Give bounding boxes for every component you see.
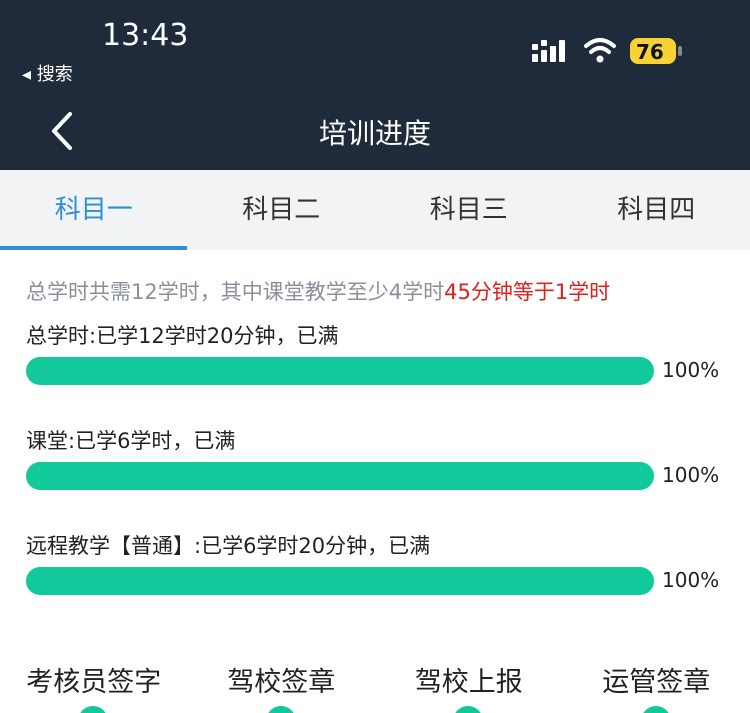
progress-label: 总学时:已学12学时20分钟，已满 <box>26 324 339 348</box>
progress-percent: 100% <box>662 568 720 592</box>
progress-track <box>26 567 654 595</box>
signature-label: 驾校上报 <box>414 667 523 698</box>
progress-fill <box>26 357 654 385</box>
tab-bar: 科目一 科目二 科目三 科目四 <box>0 170 750 250</box>
signature-icon[interactable] <box>453 706 483 713</box>
signature-label: 考核员签字 <box>26 667 162 698</box>
back-app-label: 搜索 <box>36 64 73 85</box>
signature-icon[interactable] <box>265 706 296 713</box>
signature-icon[interactable] <box>640 706 671 713</box>
battery-tip <box>678 46 682 56</box>
tab[interactable]: 科目三 <box>429 195 508 225</box>
progress-percent: 100% <box>662 463 720 487</box>
signal <box>532 40 565 62</box>
progress-label: 远程教学【普通】:已学6学时20分钟，已满 <box>26 534 431 558</box>
battery <box>630 38 676 64</box>
signature-icon[interactable] <box>78 706 108 713</box>
wifi-dot <box>596 55 604 63</box>
back-button[interactable] <box>46 110 76 152</box>
progress-track <box>26 462 654 490</box>
progress-fill <box>26 462 654 490</box>
tab[interactable]: 科目二 <box>242 195 321 225</box>
signature-label: 驾校签章 <box>227 667 336 698</box>
info-text: 总学时共需12学时，其中课堂教学至少4学时 <box>26 280 445 304</box>
page-title: 培训进度 <box>318 117 431 150</box>
progress-track <box>26 357 654 385</box>
progress-fill <box>26 567 654 595</box>
progress-label: 课堂:已学6学时，已满 <box>26 429 236 453</box>
wifi <box>584 38 616 54</box>
battery-level: 76 <box>636 40 664 64</box>
info-highlight: 45分钟等于1学时 <box>444 280 611 304</box>
tab[interactable]: 科目四 <box>617 195 696 225</box>
info-line: 总学时共需12学时，其中课堂教学至少4学时45分钟等于1学时 <box>26 276 610 306</box>
header: 13:43 ◂ 搜索 76 培训进度 <box>0 0 750 170</box>
back-to-app[interactable]: ◂ 搜索 <box>22 64 73 85</box>
tab[interactable]: 科目一 <box>0 170 188 250</box>
progress-percent: 100% <box>662 358 720 382</box>
status-icons: 76 <box>532 38 682 64</box>
status-time: 13:43 <box>102 18 189 53</box>
signature-label: 运管签章 <box>602 667 711 698</box>
